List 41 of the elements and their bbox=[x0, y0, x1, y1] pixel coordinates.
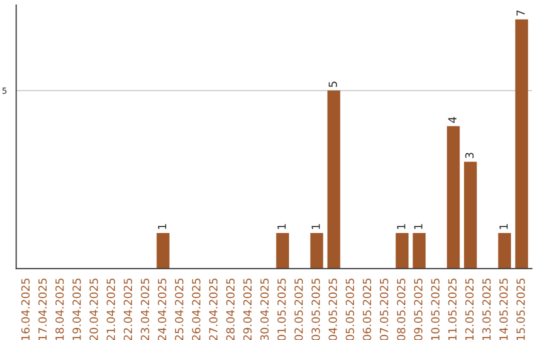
bar bbox=[446, 126, 460, 269]
x-tick-label: 19.04.2025 bbox=[72, 278, 81, 340]
bar bbox=[412, 232, 426, 269]
x-tick-label: 18.04.2025 bbox=[55, 278, 64, 340]
data-label: 3 bbox=[465, 152, 474, 158]
data-label: 1 bbox=[158, 224, 166, 229]
data-label: 1 bbox=[414, 224, 422, 229]
x-tick-label: 23.04.2025 bbox=[140, 278, 150, 340]
data-label: 1 bbox=[278, 224, 286, 229]
data-label: 1 bbox=[397, 224, 406, 229]
x-tick-label: 28.04.2025 bbox=[226, 278, 235, 340]
x-tick-label: 15.05.2025 bbox=[516, 278, 525, 340]
x-tick-label: 25.04.2025 bbox=[174, 278, 184, 340]
bar bbox=[310, 232, 324, 269]
x-tick-label: 13.05.2025 bbox=[482, 278, 491, 340]
bar bbox=[156, 232, 170, 269]
x-tick-label: 16.04.2025 bbox=[21, 278, 30, 340]
bar bbox=[498, 232, 511, 269]
x-tick-label: 21.04.2025 bbox=[106, 278, 116, 340]
data-label: 1 bbox=[312, 224, 320, 229]
x-tick-label: 20.04.2025 bbox=[90, 278, 98, 340]
x-tick-label: 17.04.2025 bbox=[38, 278, 47, 340]
bar bbox=[515, 19, 528, 269]
x-tick-label: 27.04.2025 bbox=[209, 278, 218, 340]
x-tick-label: 22.04.2025 bbox=[124, 278, 132, 340]
x-tick-label: 11.05.2025 bbox=[448, 278, 457, 340]
x-tick-label: 24.04.2025 bbox=[158, 278, 166, 340]
data-label: 4 bbox=[448, 116, 456, 123]
data-label: 7 bbox=[516, 10, 525, 16]
bar bbox=[327, 90, 340, 269]
x-tick-label: 30.04.2025 bbox=[260, 278, 269, 340]
x-tick-label: 26.04.2025 bbox=[192, 278, 200, 340]
bar bbox=[464, 162, 477, 269]
data-label: 1 bbox=[500, 224, 508, 229]
x-tick-label: 14.05.2025 bbox=[499, 278, 508, 340]
bar bbox=[396, 232, 409, 269]
x-tick-label: 12.05.2025 bbox=[465, 278, 474, 340]
bar bbox=[276, 232, 289, 269]
data-label: 5 bbox=[328, 82, 338, 87]
x-tick-label: 29.04.2025 bbox=[243, 278, 252, 340]
x-tick-label: 10.05.2025 bbox=[431, 278, 440, 340]
